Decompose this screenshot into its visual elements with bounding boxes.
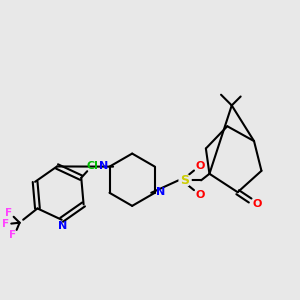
Text: N: N <box>99 161 108 171</box>
Circle shape <box>179 174 191 186</box>
Text: N: N <box>156 187 165 197</box>
Text: S: S <box>181 174 190 187</box>
Text: O: O <box>252 199 261 209</box>
Text: N: N <box>58 221 67 231</box>
Text: O: O <box>195 161 205 171</box>
Text: O: O <box>195 190 205 200</box>
Text: Cl: Cl <box>87 161 98 172</box>
Text: F: F <box>9 230 16 240</box>
Text: F: F <box>5 208 13 218</box>
Text: F: F <box>2 219 9 229</box>
